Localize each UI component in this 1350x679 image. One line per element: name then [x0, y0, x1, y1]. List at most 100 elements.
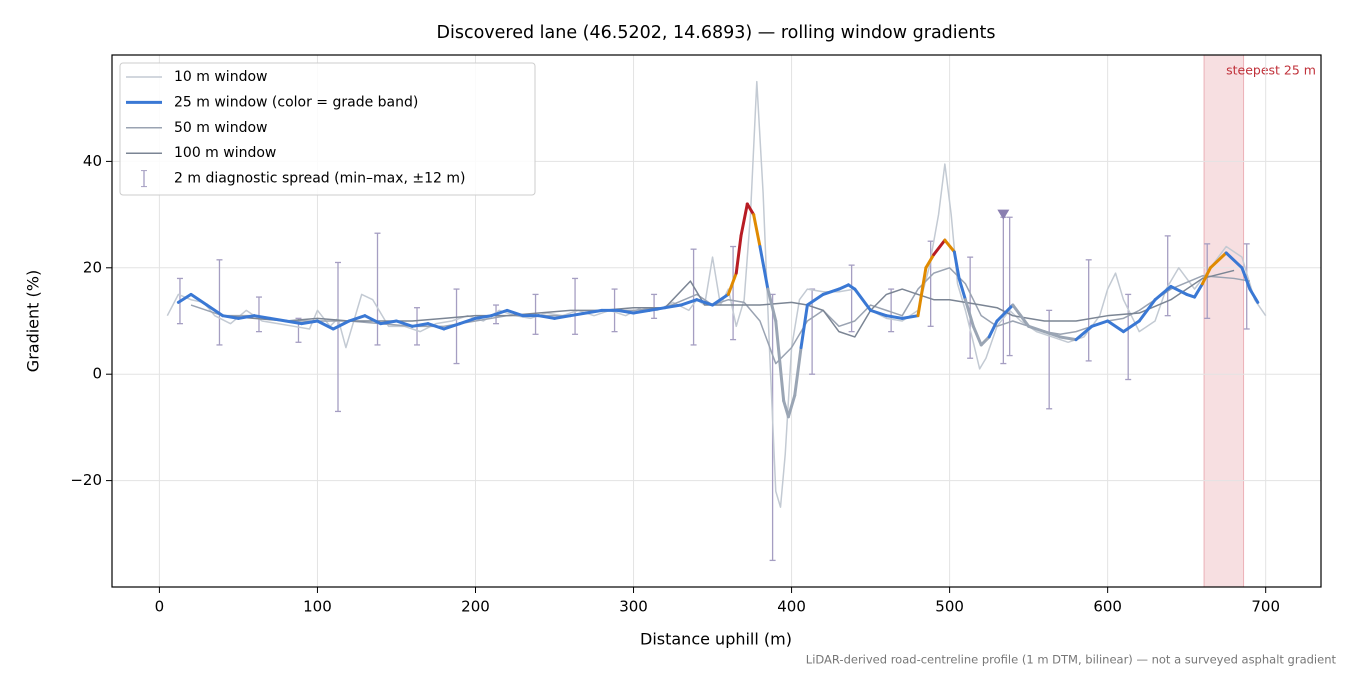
highlight-span: [1203, 54, 1245, 588]
line-segment: [916, 266, 928, 318]
y-tick-label: 20: [83, 258, 102, 276]
line-segment: [952, 250, 961, 280]
line-segment: [1193, 282, 1204, 299]
line-segment: [734, 234, 743, 275]
legend-label: 50 m window: [174, 120, 267, 136]
line-segment: [236, 314, 256, 320]
error-bar: [690, 248, 697, 346]
line-segment: [739, 202, 749, 238]
line-segment: [205, 303, 225, 318]
marker: [997, 209, 1010, 220]
line: [190, 267, 1251, 365]
line-segment: [1121, 319, 1141, 334]
y-tick-label: −20: [70, 471, 102, 489]
line-segment: [663, 303, 683, 310]
x-tick-label: 100: [303, 598, 332, 616]
footnote: LiDAR-derived road-centreline profile (1…: [806, 653, 1337, 667]
error-bar: [1125, 293, 1132, 381]
line-segment: [979, 335, 991, 347]
line-segment: [679, 298, 699, 307]
line-segment: [553, 314, 572, 320]
line-segment: [632, 308, 651, 315]
line-segment: [782, 399, 790, 419]
line-segment: [1058, 335, 1078, 342]
line-segment: [189, 292, 209, 307]
line-segment: [537, 314, 557, 320]
error-bar: [1243, 243, 1250, 330]
error-bar: [651, 293, 658, 319]
line-segment: [1240, 266, 1252, 291]
error-bar: [572, 277, 579, 335]
line-segment: [884, 314, 904, 320]
line-segment: [766, 287, 778, 323]
x-tick-label: 400: [777, 598, 806, 616]
line-segment: [1074, 324, 1094, 342]
line-segment: [268, 316, 288, 323]
line-segment: [252, 314, 272, 320]
line-segment: [1027, 324, 1046, 334]
line-segment: [900, 314, 920, 320]
line-segment: [932, 238, 947, 256]
plot-frame: [111, 54, 1322, 588]
error-bar: [1000, 216, 1007, 365]
error-bar: [1046, 309, 1053, 410]
error-bar: [848, 264, 855, 333]
line-segment: [363, 314, 383, 326]
error-bar: [334, 261, 341, 413]
line-segment: [745, 202, 756, 217]
line-segment: [774, 319, 786, 403]
x-tick-label: 600: [1093, 598, 1122, 616]
line-segment: [284, 319, 304, 326]
error-bar: [730, 245, 737, 341]
line-segment: [821, 287, 841, 296]
line-segment: [1153, 284, 1173, 302]
line-segment: [786, 393, 797, 419]
x-axis-label: Distance uphill (m): [640, 630, 792, 649]
y-tick-label: 40: [83, 152, 102, 170]
line-segment: [1169, 284, 1189, 296]
line-segment: [331, 319, 351, 331]
line-segment: [300, 319, 319, 326]
line-segment: [568, 311, 588, 318]
line-segment: [584, 308, 604, 315]
line-segment: [924, 253, 936, 270]
line-segment: [221, 314, 240, 320]
error-bar: [255, 296, 262, 333]
chart-title: Discovered lane (46.5202, 14.6893) — rol…: [437, 23, 996, 43]
line-segment: [1106, 319, 1125, 334]
line-segment: [489, 308, 509, 318]
line-segment: [695, 298, 715, 307]
line-segment: [987, 319, 999, 339]
legend-label: 100 m window: [174, 145, 276, 161]
line-segment: [1200, 266, 1212, 286]
line-segment: [1090, 319, 1110, 328]
line-segment: [347, 314, 367, 323]
line-segment: [1011, 303, 1023, 318]
line-segment: [805, 292, 825, 307]
x-tick-label: 0: [155, 598, 165, 616]
line-segment: [426, 322, 446, 331]
legend-box: [119, 62, 536, 196]
line-segment: [616, 308, 636, 315]
line-segment: [853, 287, 873, 312]
y-axis-label: Gradient (%): [24, 270, 43, 372]
line-segment: [442, 322, 462, 331]
line-segment: [869, 308, 888, 318]
legend-label: 25 m window (color = grade band): [174, 94, 418, 110]
line-segment: [176, 292, 193, 304]
span-label: steepest 25 m: [1226, 63, 1316, 78]
line-segment: [505, 308, 525, 318]
line-segment: [799, 303, 809, 350]
error-bar: [1204, 243, 1211, 319]
x-tick-label: 200: [461, 598, 490, 616]
line-segment: [1224, 251, 1244, 270]
line-segment: [1248, 287, 1260, 304]
line-segment: [758, 245, 770, 291]
line-segment: [473, 314, 493, 320]
line-segment: [1042, 330, 1062, 339]
line-segment: [394, 319, 414, 328]
x-tick-label: 500: [935, 598, 964, 616]
line-segment: [647, 306, 667, 312]
error-bar: [888, 288, 895, 333]
error-bar: [453, 288, 460, 365]
